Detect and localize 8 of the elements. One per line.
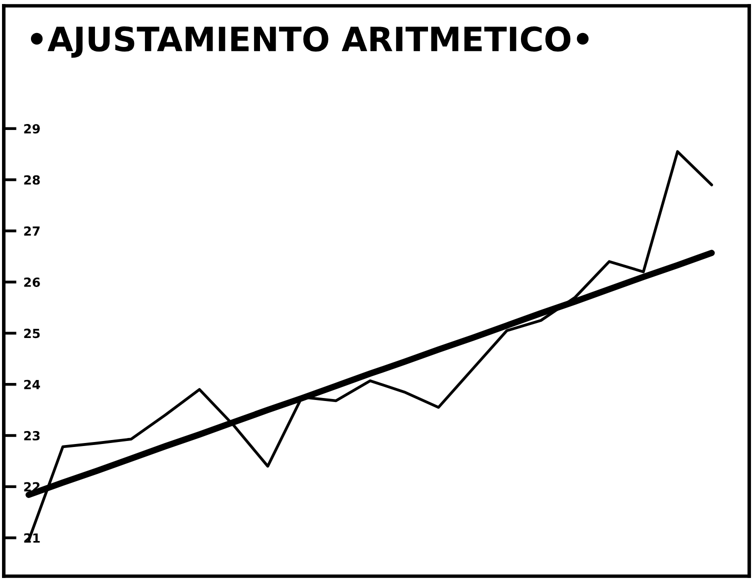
y-tick-label: 27 (24, 226, 40, 236)
y-tick-label: 26 (24, 278, 40, 287)
y-tick-label: 24 (24, 380, 40, 390)
y-tick-label: 23 (24, 430, 40, 440)
y-tick-label: 29 (24, 124, 40, 134)
y-tick-label: 28 (24, 175, 40, 185)
text: •AJUSTAMIENTO ARITMETICO• (30, 26, 589, 58)
y-tick-label: 25 (24, 328, 40, 338)
